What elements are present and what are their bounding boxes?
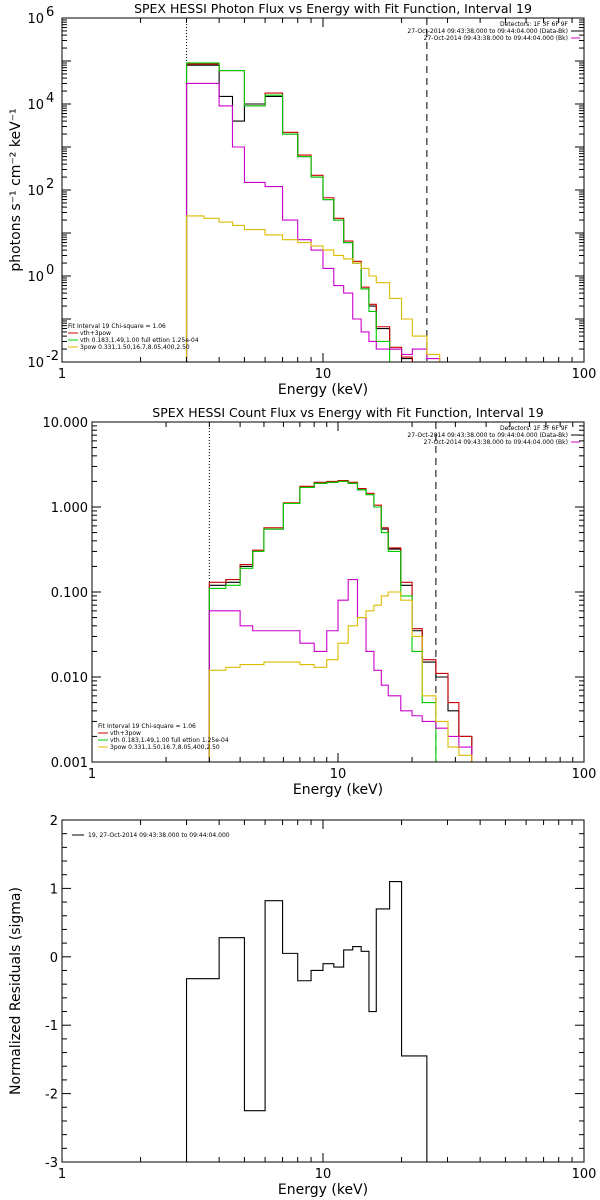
fit-legend-entry: Fit Interval 19 Chi-square = 1.06 <box>98 723 196 730</box>
x-tick-label: 1 <box>58 1167 66 1182</box>
fit-legend-entry: 3pow 0.331,1.50,16.7,8.05,400,2.50 <box>80 344 190 351</box>
chart-title: SPEX HESSI Count Flux vs Energy with Fit… <box>152 405 543 420</box>
y-tick-exponent: -2 <box>46 349 59 364</box>
fit-legend-entry: vth+3pow <box>110 730 141 737</box>
y-axis-label: photons s⁻¹ cm⁻² keV⁻¹ <box>8 108 24 271</box>
x-tick-label: 100 <box>572 767 597 782</box>
y-axis-label: Normalized Residuals (sigma) <box>8 887 24 1095</box>
top-legend-entry: Detectors: 1F 3F 6F 9F <box>500 21 569 28</box>
series-line-1 <box>185 881 428 1162</box>
axes-frame <box>91 421 585 763</box>
y-tick-label: 10 <box>27 184 44 199</box>
fit-legend-entry: 3pow 0.331,1.50,16.7,8.05,400,2.50 <box>110 744 220 751</box>
y-tick-label: 1 <box>50 882 58 897</box>
plot-area <box>208 479 473 762</box>
y-tick-label: 2 <box>50 814 58 829</box>
series-line-3 <box>208 480 449 762</box>
x-tick-label: 10 <box>315 367 332 382</box>
x-axis-label: Energy (keV) <box>278 1182 368 1198</box>
series-line-5 <box>185 215 452 362</box>
chart-title: SPEX HESSI Photon Flux vs Energy with Fi… <box>134 1 532 16</box>
axes-frame <box>61 819 585 1163</box>
series-line-2 <box>185 63 452 362</box>
y-tick-label: -2 <box>45 1088 58 1103</box>
x-tick-label: 100 <box>572 1167 597 1182</box>
top-legend-entry: 27-Oct-2014 09:43:38.000 to 09:44:04.000… <box>407 432 568 439</box>
fit-legend-entry: vth 0.183,1.49,1.00 full ettion 1.25e-04 <box>80 337 199 344</box>
fit-legend-entry: vth+3pow <box>80 330 111 337</box>
y-tick-label: -3 <box>45 1156 58 1171</box>
y-tick-exponent: 6 <box>46 5 54 20</box>
fit-legend-entry: Fit Interval 19 Chi-square = 1.06 <box>68 323 166 330</box>
x-tick-label: 1 <box>88 767 96 782</box>
series-line-5 <box>208 591 473 762</box>
x-tick-label: 10 <box>315 1167 332 1182</box>
x-tick-label: 100 <box>572 367 597 382</box>
y-tick-label: 1.000 <box>51 501 88 516</box>
y-tick-exponent: 2 <box>46 177 54 192</box>
series-line-1 <box>208 480 473 762</box>
top-legend-entry: 27-Oct-2014 09:43:38.000 to 09:44:04.000… <box>407 28 568 35</box>
y-tick-label: 10 <box>27 12 44 27</box>
series-line-2 <box>208 479 473 762</box>
y-tick-label: 10 <box>27 98 44 113</box>
top-legend-entry: Detectors: 1F 3F 6F 9F <box>500 425 569 432</box>
y-tick-label: 10 <box>27 270 44 285</box>
y-tick-label: -1 <box>45 1019 58 1034</box>
y-tick-label: 0 <box>50 951 58 966</box>
y-tick-label: 10 <box>27 356 44 371</box>
plot-area <box>185 62 452 362</box>
chart-panel-2: 1 10 100 0.001 0.010 0.100 1.000 10.000 SPEX HES… <box>43 405 597 798</box>
top-legend-entry: 27-Oct-2014 09:43:38.000 to 09:44:04.000… <box>424 35 568 42</box>
y-tick-exponent: 4 <box>46 91 54 106</box>
series-line-3 <box>185 62 413 362</box>
y-tick-label: 0.100 <box>51 586 88 601</box>
fit-legend-entry: vth 0.183,1.49,1.00 full ettion 1.25e-04 <box>110 737 229 744</box>
y-tick-exponent: 0 <box>46 263 54 278</box>
chart-panel-3: 1 10 100 -3 -2 -1 0 1 2 Energy (keV) Normalized Re… <box>8 814 596 1198</box>
x-tick-label: 10 <box>330 767 347 782</box>
x-tick-label: 1 <box>58 367 66 382</box>
corner-legend-entry: 19, 27-Oct-2014 09:43:38.000 to 09:44:04… <box>88 832 230 839</box>
series-line-4 <box>208 579 473 762</box>
series-line-4 <box>185 82 452 362</box>
x-axis-label: Energy (keV) <box>293 782 383 798</box>
y-tick-label: 10.000 <box>43 416 89 431</box>
plot-area <box>185 881 428 1162</box>
x-axis-label: Energy (keV) <box>278 382 368 398</box>
top-legend-entry: 27-Oct-2014 09:43:38.000 to 09:44:04.000… <box>424 439 568 446</box>
y-tick-label: 0.010 <box>51 671 88 686</box>
y-tick-label: 0.001 <box>51 756 88 771</box>
